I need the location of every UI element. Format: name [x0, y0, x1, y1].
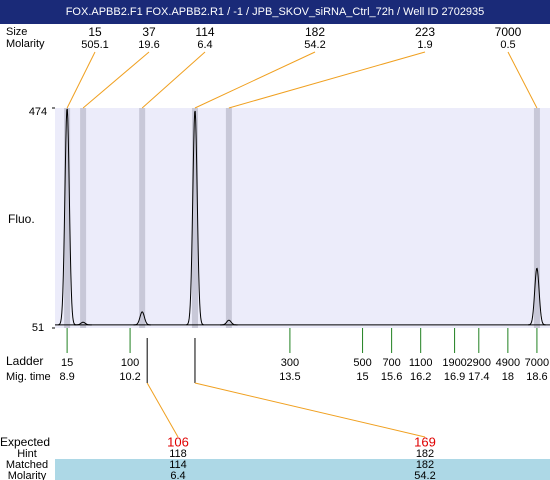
mig-time-label: Mig. time	[6, 371, 51, 383]
ladder-size: 15	[61, 357, 73, 369]
peak-band	[80, 108, 87, 328]
header-bar	[0, 0, 550, 24]
ladder-time: 18.6	[526, 371, 547, 383]
peak-size: 223	[415, 25, 435, 39]
ladder-time: 15	[356, 371, 368, 383]
peak-molarity: 505.1	[81, 39, 109, 51]
ladder-time: 17.4	[468, 371, 489, 383]
peak-size: 15	[88, 25, 102, 39]
ladder-time: 8.9	[59, 371, 74, 383]
peak-size: 114	[195, 25, 214, 39]
ladder-size: 2900	[467, 357, 491, 369]
ladder-size: 7000	[525, 357, 549, 369]
y-tick-label: 474	[29, 106, 47, 118]
peak-band	[139, 108, 146, 328]
table-label: Matched	[6, 459, 48, 471]
table-expected: 169	[414, 434, 436, 449]
peak-band	[533, 108, 540, 328]
peak-size: 37	[142, 25, 156, 39]
peak	[186, 110, 204, 326]
table-label: Hint	[17, 448, 37, 460]
table-matched: 182	[416, 459, 434, 471]
table-molarity: 6.4	[170, 470, 185, 480]
ladder-time: 16.9	[444, 371, 465, 383]
ladder-label: Ladder	[6, 354, 43, 368]
ladder-size: 700	[382, 357, 400, 369]
ladder-time: 16.2	[410, 371, 431, 383]
size-label: Size	[6, 26, 27, 38]
molarity-label: Molarity	[6, 38, 45, 50]
ladder-time: 10.2	[119, 371, 140, 383]
ladder-size: 1100	[409, 357, 433, 369]
ladder-size: 300	[281, 357, 299, 369]
connector	[228, 51, 426, 109]
ladder-size: 500	[353, 357, 371, 369]
peak-molarity: 19.6	[138, 39, 159, 51]
connector	[194, 51, 316, 109]
y-tick-label: 51	[32, 322, 44, 334]
peak-molarity: 54.2	[304, 39, 325, 51]
title: FOX.APBB2.F1 FOX.APBB2.R1 / -1 / JPB_SKO…	[66, 6, 485, 18]
table-label: Expected	[0, 435, 50, 449]
table-highlight	[55, 459, 550, 480]
table-hint: 182	[416, 448, 434, 460]
peak	[74, 321, 92, 326]
table-molarity: 54.2	[414, 470, 435, 480]
peak-band	[191, 108, 198, 328]
connector	[66, 51, 96, 109]
table-expected: 106	[167, 434, 189, 449]
peak-molarity: 0.5	[500, 39, 515, 51]
peak-size: 182	[305, 25, 325, 39]
match-connector	[194, 382, 426, 438]
peak	[58, 108, 76, 326]
ladder-size: 4900	[496, 357, 520, 369]
peak-molarity: 6.4	[197, 39, 212, 51]
peak-band	[64, 108, 71, 328]
connector	[141, 51, 206, 109]
ladder-time: 18	[502, 371, 514, 383]
peak-size: 7000	[495, 25, 522, 39]
peak	[220, 319, 238, 326]
peak-band	[225, 108, 232, 328]
ladder-size: 1900	[442, 357, 466, 369]
ladder-time: 13.5	[279, 371, 300, 383]
y-axis-label: Fluo.	[8, 212, 35, 226]
peak-molarity: 1.9	[417, 39, 432, 51]
peak	[528, 267, 546, 326]
match-connector	[146, 382, 179, 438]
table-label: Molarity	[8, 470, 47, 480]
connector	[507, 51, 538, 109]
ladder-size: 100	[121, 357, 139, 369]
ladder-time: 15.6	[381, 371, 402, 383]
plot-area	[55, 108, 550, 328]
table-hint: 118	[169, 448, 187, 460]
table-matched: 114	[169, 459, 187, 471]
peak	[133, 311, 151, 326]
connector	[82, 51, 150, 109]
